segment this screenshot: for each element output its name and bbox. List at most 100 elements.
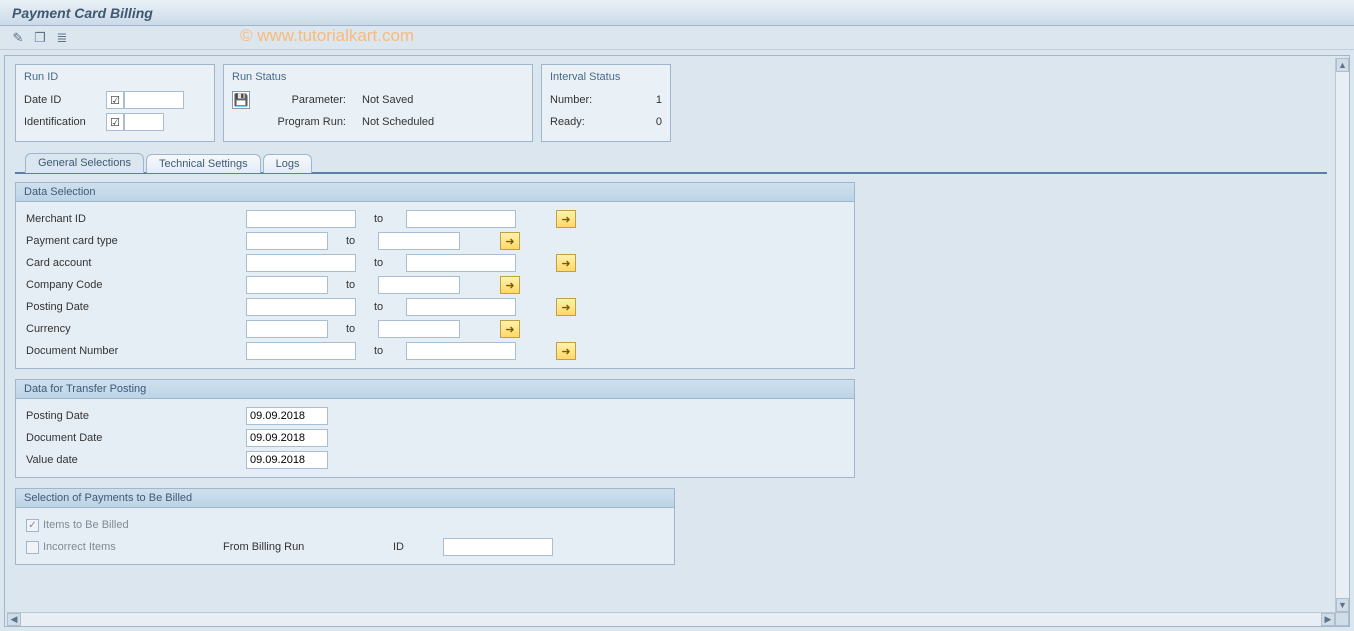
- id-label: ID: [393, 541, 443, 553]
- date-id-input[interactable]: [124, 91, 184, 109]
- from-input[interactable]: [246, 298, 356, 316]
- tab-general-selections[interactable]: General Selections: [25, 153, 144, 173]
- from-input[interactable]: [246, 342, 356, 360]
- to-input[interactable]: [378, 276, 460, 294]
- identification-input[interactable]: [124, 113, 164, 131]
- tabs: General Selections Technical Settings Lo…: [7, 152, 1335, 172]
- to-input[interactable]: [406, 342, 516, 360]
- scroll-left-icon[interactable]: ◀: [7, 613, 21, 626]
- field-label: Card account: [26, 257, 246, 269]
- items-to-be-billed-label: Items to Be Billed: [43, 519, 223, 531]
- scroll-up-icon[interactable]: ▲: [1336, 58, 1349, 72]
- transfer-posting-row: Document Date: [26, 427, 844, 449]
- field-label: Payment card type: [26, 235, 246, 247]
- tab-technical-settings[interactable]: Technical Settings: [146, 154, 261, 173]
- multiple-selection-button[interactable]: ➜: [500, 320, 520, 338]
- id-input[interactable]: [443, 538, 553, 556]
- incorrect-items-checkbox[interactable]: [26, 541, 39, 554]
- data-selection-row: Document Number to ➜: [26, 340, 844, 362]
- field-label: Posting Date: [26, 301, 246, 313]
- parameter-label: Parameter:: [256, 94, 346, 106]
- panel-run-id: Run ID Date ID ☑ Identification ☑: [15, 64, 215, 142]
- group-title-transfer-posting: Data for Transfer Posting: [16, 380, 854, 399]
- selection-payments-content: ✓ Items to Be Billed Incorrect Items Fro…: [16, 508, 674, 564]
- to-label: to: [356, 257, 406, 269]
- to-input[interactable]: [406, 254, 516, 272]
- list-icon[interactable]: ≣: [54, 30, 70, 46]
- to-input[interactable]: [378, 320, 460, 338]
- from-input[interactable]: [246, 210, 356, 228]
- ready-label: Ready:: [550, 116, 610, 128]
- date-id-check-icon[interactable]: ☑: [106, 91, 124, 109]
- vertical-scrollbar[interactable]: ▲ ▼: [1335, 58, 1349, 612]
- data-selection-row: Currencyto➜: [26, 318, 844, 340]
- scroll-right-icon[interactable]: ▶: [1321, 613, 1335, 626]
- group-title-selection-payments: Selection of Payments to Be Billed: [16, 489, 674, 508]
- from-input[interactable]: [246, 232, 328, 250]
- panel-title-interval-status: Interval Status: [550, 71, 662, 83]
- to-label: to: [328, 235, 378, 247]
- to-input[interactable]: [378, 232, 460, 250]
- multiple-selection-button[interactable]: ➜: [500, 232, 520, 250]
- date-input[interactable]: [246, 429, 328, 447]
- toolbar: ✎ ❐ ≣: [0, 26, 1354, 50]
- field-label: Value date: [26, 454, 246, 466]
- field-label: Merchant ID: [26, 213, 246, 225]
- tab-logs[interactable]: Logs: [263, 154, 313, 173]
- panel-title-run-id: Run ID: [24, 71, 206, 83]
- from-input[interactable]: [246, 276, 328, 294]
- from-billing-run-label: From Billing Run: [223, 541, 393, 553]
- transfer-posting-rows: Posting Date Document Date Value date: [16, 399, 854, 477]
- from-input[interactable]: [246, 254, 356, 272]
- transfer-posting-row: Posting Date: [26, 405, 844, 427]
- v-scroll-track[interactable]: [1336, 72, 1349, 598]
- tab-body: Data Selection Merchant IDto➜Payment car…: [15, 172, 1327, 565]
- to-input[interactable]: [406, 210, 516, 228]
- multiple-selection-button[interactable]: ➜: [556, 342, 576, 360]
- scroll-corner: [1335, 612, 1349, 626]
- copy-icon[interactable]: ❐: [32, 30, 48, 46]
- edit-icon[interactable]: ✎: [10, 30, 26, 46]
- date-id-label: Date ID: [24, 94, 104, 106]
- h-scroll-track[interactable]: [21, 613, 1321, 626]
- group-title-data-selection: Data Selection: [16, 183, 854, 202]
- program-run-value: Not Scheduled: [362, 116, 434, 128]
- identification-label: Identification: [24, 116, 104, 128]
- content: Run ID Date ID ☑ Identification ☑ Run St…: [7, 58, 1335, 612]
- data-selection-row: Company Codeto➜: [26, 274, 844, 296]
- save-status-icon[interactable]: 💾: [232, 91, 250, 109]
- scroll-down-icon[interactable]: ▼: [1336, 598, 1349, 612]
- multiple-selection-button[interactable]: ➜: [500, 276, 520, 294]
- data-selection-row: Payment card type to ➜: [26, 230, 844, 252]
- multiple-selection-button[interactable]: ➜: [556, 254, 576, 272]
- ready-value: 0: [656, 116, 662, 128]
- data-selection-row: Merchant ID to ➜: [26, 208, 844, 230]
- data-selection-row: Posting Dateto➜: [26, 296, 844, 318]
- multiple-selection-button[interactable]: ➜: [556, 298, 576, 316]
- panel-title-run-status: Run Status: [232, 71, 524, 83]
- to-label: to: [356, 345, 406, 357]
- field-label: Posting Date: [26, 410, 246, 422]
- identification-check-icon[interactable]: ☑: [106, 113, 124, 131]
- date-input[interactable]: [246, 451, 328, 469]
- items-to-be-billed-checkbox[interactable]: ✓: [26, 519, 39, 532]
- panel-run-status: Run Status 💾 Parameter: Not Saved Progra…: [223, 64, 533, 142]
- field-label: Company Code: [26, 279, 246, 291]
- to-input[interactable]: [406, 298, 516, 316]
- page-title: Payment Card Billing: [12, 5, 153, 21]
- number-label: Number:: [550, 94, 610, 106]
- program-run-label: Program Run:: [256, 116, 346, 128]
- horizontal-scrollbar[interactable]: ◀ ▶: [7, 612, 1335, 626]
- date-input[interactable]: [246, 407, 328, 425]
- to-label: to: [356, 213, 406, 225]
- parameter-value: Not Saved: [362, 94, 413, 106]
- data-selection-row: Card account to ➜: [26, 252, 844, 274]
- from-input[interactable]: [246, 320, 328, 338]
- field-label: Document Number: [26, 345, 246, 357]
- main-area: Run ID Date ID ☑ Identification ☑ Run St…: [4, 55, 1350, 627]
- field-label: Currency: [26, 323, 246, 335]
- multiple-selection-button[interactable]: ➜: [556, 210, 576, 228]
- incorrect-items-label: Incorrect Items: [43, 541, 223, 553]
- number-value: 1: [656, 94, 662, 106]
- data-selection-rows: Merchant IDto➜Payment card typeto➜Card a…: [16, 202, 854, 368]
